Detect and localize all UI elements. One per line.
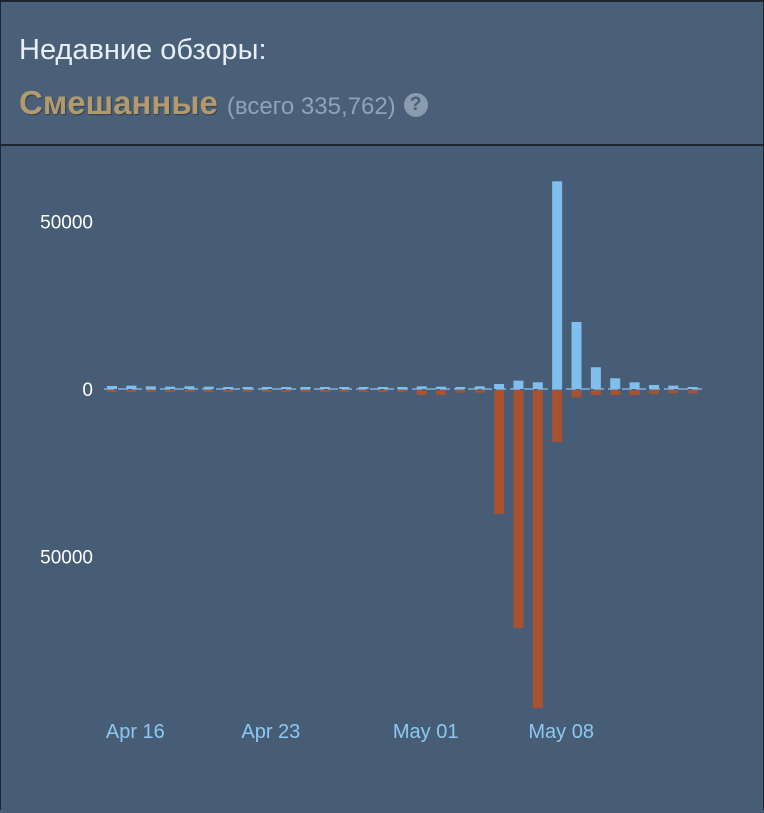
bar-negative (165, 390, 176, 392)
bar-negative (436, 390, 447, 396)
bar-positive (436, 386, 447, 389)
y-tick-label: 0 (82, 380, 93, 401)
review-histogram: 50000 0 50000 Apr 16 Apr 23 May 01 May 08 (0, 144, 762, 808)
x-tick-label: May 01 (393, 721, 459, 743)
bar-positive (203, 386, 214, 389)
bar-negative (281, 390, 292, 392)
bar-negative (339, 390, 350, 392)
bar-positive (532, 382, 543, 389)
reviews-header: Недавние обзоры: Смешанные (всего 335,76… (1, 2, 763, 146)
bar-positive (552, 181, 563, 389)
bar-negative (494, 390, 505, 514)
bar-positive (126, 385, 137, 389)
bar-positive (319, 387, 330, 389)
bar-positive (571, 322, 582, 389)
bar-negative (261, 390, 272, 392)
x-tick-label: Apr 23 (241, 721, 300, 743)
bar-negative (455, 390, 466, 393)
bar-negative (223, 390, 234, 392)
bar-negative (474, 390, 485, 393)
bar-negative (668, 390, 679, 394)
bar-positive (687, 386, 698, 389)
bar-positive (358, 387, 369, 389)
bar-negative (358, 390, 369, 392)
bar-negative (184, 390, 195, 392)
review-total: (всего 335,762) (226, 93, 396, 120)
bar-positive (242, 386, 253, 389)
summary-row: Смешанные (всего 335,762) ? (19, 84, 428, 122)
bar-negative (242, 390, 253, 392)
bar-positive (629, 382, 640, 389)
bar-negative (571, 390, 582, 398)
bar-negative (377, 390, 388, 392)
bar-negative (629, 390, 640, 396)
x-tick-label: May 08 (528, 721, 594, 743)
bar-positive (397, 386, 408, 389)
bar-negative (610, 390, 621, 396)
bar-negative (648, 390, 659, 395)
y-tick-label: 50000 (40, 548, 93, 569)
reviews-title: Недавние обзоры: (19, 34, 267, 66)
histogram-svg: 50000 0 50000 Apr 16 Apr 23 May 01 May 08 (40, 181, 704, 743)
x-tick-label: Apr 16 (106, 721, 165, 743)
bar-positive (455, 386, 466, 389)
bar-negative (590, 390, 601, 396)
bar-positive (165, 386, 176, 389)
bar-positive (377, 386, 388, 389)
bar-negative (107, 390, 117, 392)
question-mark-icon[interactable]: ? (403, 93, 428, 117)
bar-positive (184, 386, 195, 389)
bar-negative (319, 390, 330, 392)
bar-negative (687, 390, 698, 394)
bar-positive (300, 387, 311, 389)
bar-negative (145, 390, 156, 392)
bar-negative (513, 390, 524, 628)
bar-negative (126, 390, 137, 392)
bar-positive (223, 386, 234, 389)
bar-positive (610, 378, 621, 389)
bar-positive (494, 383, 505, 389)
review-summary[interactable]: Смешанные (19, 84, 218, 121)
bar-positive (261, 386, 272, 389)
bar-positive (474, 386, 485, 389)
bar-positive (339, 387, 350, 389)
bar-positive (416, 386, 427, 389)
bar-negative (552, 390, 563, 442)
bar-positive (668, 385, 679, 389)
bar-positive (513, 380, 524, 389)
y-tick-label: 50000 (40, 213, 93, 234)
bar-positive (107, 385, 117, 389)
bar-positive (648, 384, 659, 389)
bar-negative (203, 390, 214, 392)
bar-positive (590, 367, 601, 389)
bar-negative (397, 390, 408, 392)
bar-negative (416, 390, 427, 396)
bar-positive (145, 386, 156, 389)
bar-negative (300, 390, 311, 392)
bar-positive (281, 387, 292, 389)
bar-negative (532, 390, 543, 709)
